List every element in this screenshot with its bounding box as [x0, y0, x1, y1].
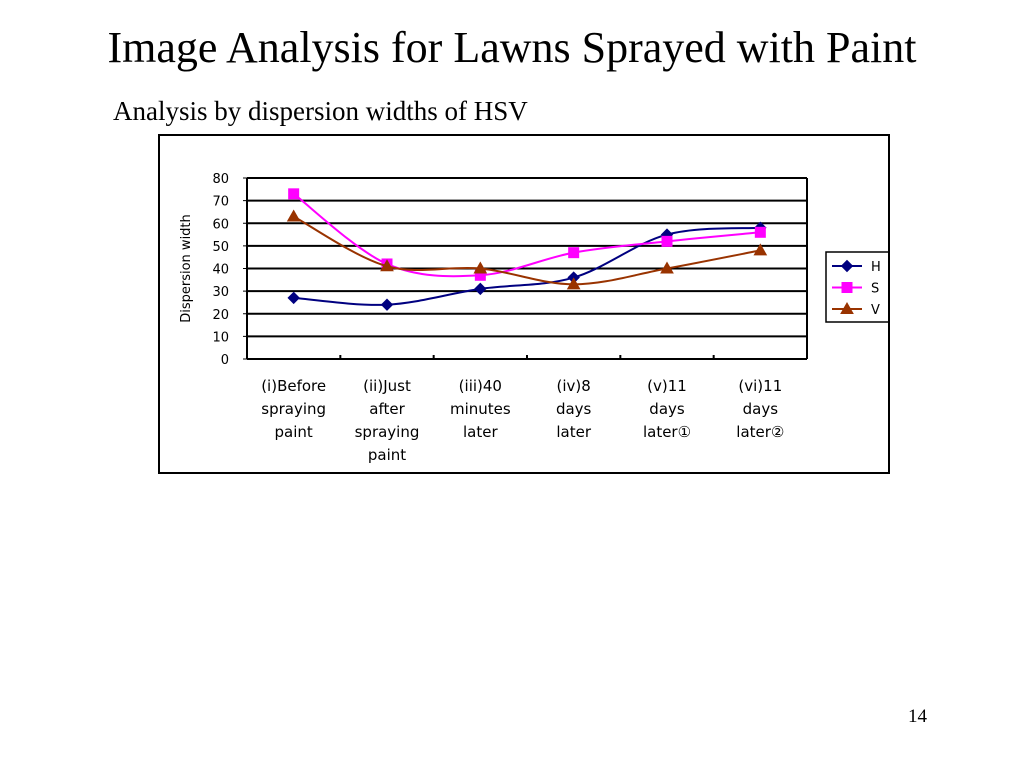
series-line-V [293, 215, 761, 286]
x-tick-label-line: (vi)11 [738, 377, 782, 395]
x-tick-label-line: later② [736, 423, 784, 441]
x-tick-label-line: after [369, 400, 405, 418]
y-tick-label: 0 [221, 353, 229, 368]
y-tick-label: 10 [212, 330, 229, 345]
legend-swatch-marker [840, 301, 854, 314]
data-point-S [661, 235, 673, 247]
x-tick-label-line: spraying [261, 400, 326, 418]
x-tick-label: (i)Before spraying paint [261, 377, 326, 441]
page-number: 14 [908, 706, 927, 727]
legend-label: S [871, 282, 879, 297]
legend-swatch-marker [841, 282, 853, 293]
y-axis-title: Dispersion width [179, 214, 194, 323]
x-tick-label-line: paint [368, 446, 406, 464]
x-tick-label-line: (iv)8 [557, 377, 591, 395]
data-point-S [568, 247, 580, 259]
x-tick-label: (ii)Just after spraying paint [355, 377, 420, 464]
data-point-S [288, 188, 300, 200]
y-tick-label: 30 [212, 285, 229, 300]
x-tick-label: (v)11 days later① [643, 377, 691, 441]
series-line-S [293, 193, 761, 278]
x-tick-label-line: later① [643, 423, 691, 441]
slide-title: Image Analysis for Lawns Sprayed with Pa… [107, 23, 917, 72]
x-tick-label-line: later [556, 423, 591, 441]
x-tick-label-line: days [743, 400, 779, 418]
data-point-V [473, 261, 488, 274]
slide-subtitle: Analysis by dispersion widths of HSV [113, 96, 528, 126]
y-tick-label: 50 [212, 240, 229, 255]
y-tick-label: 70 [212, 195, 229, 210]
legend-swatch-marker [840, 259, 854, 273]
data-point-V [566, 277, 581, 290]
x-tick-label-line: days [649, 400, 685, 418]
x-tick-label-line: later [463, 423, 498, 441]
x-tick-label-line: (iii)40 [459, 377, 502, 395]
data-point-S [754, 226, 766, 238]
y-tick-label: 40 [212, 263, 229, 278]
data-point-V [660, 261, 674, 274]
y-tick-label: 20 [212, 308, 229, 323]
x-tick-label-line: (v)11 [647, 377, 687, 395]
y-tick-label: 60 [212, 217, 229, 232]
legend-label: V [871, 303, 880, 318]
x-tick-label: (vi)11 days later② [736, 377, 784, 441]
x-tick-label-line: paint [275, 423, 313, 441]
series-line-H [293, 226, 761, 306]
y-tick-label: 80 [212, 172, 229, 187]
data-point-V [286, 209, 301, 222]
x-tick-label-line: minutes [450, 400, 511, 418]
x-tick-label-line: (i)Before [261, 377, 326, 395]
x-tick-label-line: (ii)Just [363, 377, 411, 395]
x-tick-label-line: spraying [355, 423, 420, 441]
x-tick-label: (iv)8 days later [556, 377, 592, 441]
data-point-H [380, 298, 394, 311]
data-point-V [753, 243, 768, 256]
legend-label: H [871, 260, 881, 275]
x-tick-label-line: days [556, 400, 592, 418]
data-point-V [380, 259, 394, 272]
chart-frame: 0 10 20 30 40 50 60 70 80 (i)Before spraying paint(… [158, 134, 890, 474]
x-tick-label: (iii)40 minutes later [450, 377, 511, 441]
data-point-H [474, 282, 487, 296]
data-point-H [287, 291, 300, 305]
